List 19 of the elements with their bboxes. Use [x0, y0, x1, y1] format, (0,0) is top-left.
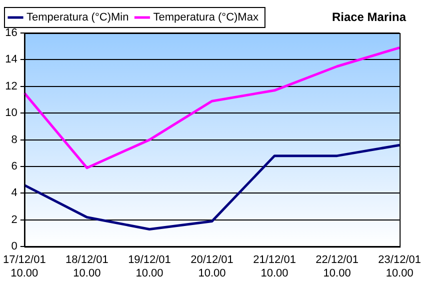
x-tick-label: 23/12/01 10.00	[378, 254, 422, 280]
legend-label: Temperatura (°C)Min	[26, 12, 129, 24]
y-tick-label: 4	[11, 187, 18, 200]
y-tick-label: 8	[11, 134, 18, 146]
y-tick-label: 16	[5, 27, 18, 40]
y-tick-label: 14	[5, 54, 18, 66]
legend-label: Temperatura (°C)Max	[153, 12, 259, 24]
chart-title: Riace Marina	[332, 10, 406, 24]
x-tick-label: 19/12/01 10.00	[128, 254, 171, 280]
y-tick-label: 12	[5, 80, 18, 92]
y-tick-label: 6	[11, 160, 18, 173]
x-tick-label: 18/12/01 10.00	[66, 254, 108, 280]
x-tick-label: 22/12/01 10.00	[316, 254, 358, 280]
x-tick-label: 21/12/01 10.00	[253, 254, 296, 280]
x-tick-label: 20/12/01 10.00	[190, 254, 234, 280]
y-tick-label: 10	[5, 107, 18, 120]
y-tick-label: 2	[11, 214, 18, 226]
y-tick-label: 0	[11, 240, 18, 253]
x-tick-label: 17/12/01 10.00	[2, 254, 46, 280]
